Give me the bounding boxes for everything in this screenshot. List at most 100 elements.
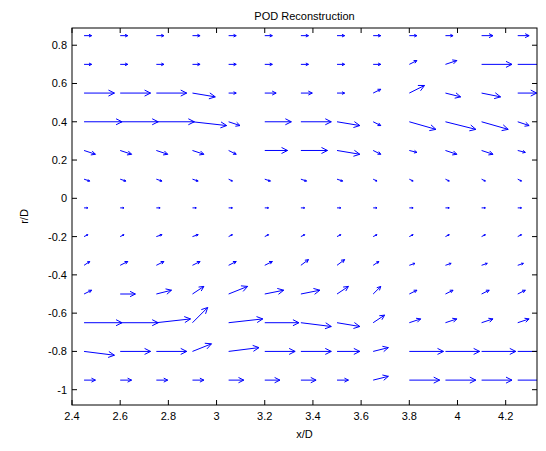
y-tick [72, 83, 77, 84]
vector-arrow [482, 235, 486, 237]
vector-arrow [156, 34, 164, 37]
vector-arrow [84, 320, 122, 326]
vector-arrow [120, 119, 158, 125]
vector-arrow [445, 34, 453, 37]
vector-arrow [192, 234, 198, 236]
background [0, 0, 546, 451]
vector-arrow [373, 315, 384, 323]
vector-arrow [518, 61, 537, 67]
vector-arrow [84, 378, 95, 382]
vector-arrow [518, 179, 522, 181]
vector-arrow [120, 150, 131, 154]
y-tick [532, 236, 537, 237]
x-tick [361, 400, 362, 405]
axes-frame [72, 28, 537, 405]
x-tick-label: 2.8 [161, 410, 176, 422]
x-tick [72, 28, 73, 33]
vectors [84, 34, 537, 383]
vector-arrow [229, 286, 248, 294]
vector-arrow [229, 262, 237, 266]
vector-arrow [445, 150, 456, 154]
vector-arrow [482, 122, 509, 131]
vector-arrow [84, 90, 114, 96]
vector-arrow [229, 345, 259, 351]
vector-arrow [518, 290, 526, 294]
vector-arrow [409, 348, 443, 354]
vector-arrow [409, 290, 417, 294]
vector-arrow [337, 286, 348, 294]
vector-arrow [409, 318, 420, 322]
vector-arrow [518, 318, 529, 322]
vector-arrow [518, 90, 537, 96]
vector-arrow [156, 262, 164, 266]
x-tick-label: 2.6 [113, 410, 128, 422]
vector-arrow [265, 235, 269, 237]
vector-arrow [337, 235, 341, 237]
y-tick-label: -0.4 [48, 269, 67, 281]
vector-arrow [84, 63, 92, 66]
vector-arrow [156, 378, 167, 382]
vector-arrow [265, 91, 276, 95]
vector-arrow [84, 262, 90, 266]
vector-arrow [192, 179, 198, 181]
y-tick [532, 389, 537, 390]
y-tick [72, 121, 77, 122]
vector-arrow [373, 63, 381, 66]
x-tick [505, 28, 506, 33]
vector-arrow [192, 34, 200, 37]
vector-arrow [265, 262, 273, 266]
x-tick [264, 28, 265, 33]
x-tick [312, 28, 313, 33]
vector-arrow [84, 235, 88, 237]
vector-arrow [229, 63, 237, 66]
x-tick-label: 4 [454, 410, 460, 422]
vector-arrow [482, 93, 501, 99]
vector-arrow [192, 343, 211, 351]
vector-arrow [192, 207, 196, 208]
y-tick [532, 45, 537, 46]
vector-arrow [229, 377, 244, 382]
vector-arrow [265, 119, 292, 125]
vector-arrow [482, 263, 488, 265]
vector-arrow [192, 150, 203, 154]
vector-arrow [84, 119, 122, 125]
vector-arrow [120, 34, 128, 37]
vector-arrow [301, 348, 331, 354]
vector-arrow [301, 260, 309, 266]
y-tick-label: 0 [61, 192, 67, 204]
y-tick-label: -0.6 [48, 307, 67, 319]
y-tick-label: 0.8 [52, 39, 67, 51]
vector-arrow [373, 235, 377, 237]
vector-arrow [265, 348, 295, 354]
x-tick [120, 28, 121, 33]
y-tick [72, 160, 77, 161]
vector-arrow [156, 90, 186, 96]
vector-arrow [373, 150, 381, 154]
vector-arrow [373, 89, 381, 93]
vector-arrow [156, 63, 164, 66]
vector-arrow [518, 263, 524, 265]
vector-arrow [482, 34, 493, 38]
x-tick [457, 400, 458, 405]
y-axis-label: r/D [18, 209, 30, 224]
vector-arrow [409, 150, 417, 153]
vector-arrow [265, 179, 271, 181]
vector-arrow [445, 122, 475, 131]
y-tick [532, 313, 537, 314]
vector-arrow [265, 207, 269, 208]
vector-arrow [337, 323, 360, 329]
y-tick [532, 274, 537, 275]
vector-arrow [229, 122, 240, 126]
vector-arrow [373, 179, 377, 181]
vector-arrow [373, 207, 377, 208]
vector-arrow [301, 63, 309, 66]
vector-arrow [373, 286, 381, 294]
vector-arrow [156, 179, 162, 181]
vector-arrow [482, 150, 493, 154]
x-tick [312, 400, 313, 405]
vector-arrow [337, 92, 345, 95]
vector-arrow [84, 290, 92, 294]
vector-arrow [301, 179, 307, 181]
plot-area [72, 28, 537, 405]
x-tick [216, 400, 217, 405]
